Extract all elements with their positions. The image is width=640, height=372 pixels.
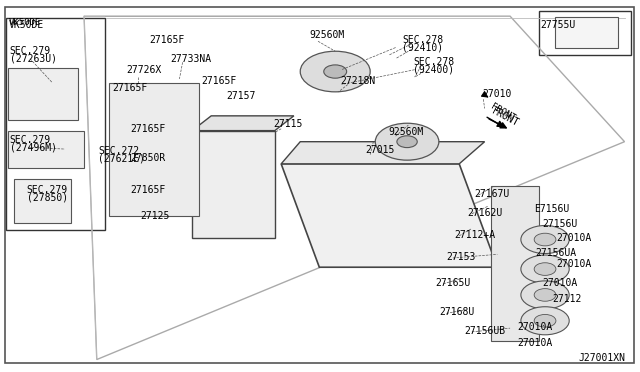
Text: SEC.279: SEC.279 (10, 46, 51, 56)
Circle shape (521, 281, 569, 309)
Text: 27112+A: 27112+A (455, 230, 496, 240)
Text: FRONT: FRONT (490, 106, 520, 129)
Text: 27165F: 27165F (131, 185, 166, 195)
Text: 27165F: 27165F (131, 124, 166, 134)
Text: 27733NA: 27733NA (170, 54, 211, 64)
Polygon shape (8, 68, 77, 119)
Text: FRONT: FRONT (489, 102, 517, 124)
Text: 27165F: 27165F (150, 35, 185, 45)
Text: 27125: 27125 (140, 211, 170, 221)
FancyBboxPatch shape (4, 7, 634, 363)
Polygon shape (192, 131, 275, 238)
Text: 27162U: 27162U (467, 208, 503, 218)
Text: 27167U: 27167U (474, 189, 509, 199)
FancyBboxPatch shape (539, 12, 631, 55)
Text: 27112: 27112 (553, 294, 582, 304)
Text: (92400): (92400) (413, 65, 454, 75)
Circle shape (324, 65, 347, 78)
Text: SEC.279: SEC.279 (10, 135, 51, 145)
Polygon shape (14, 179, 71, 223)
Text: 27010A: 27010A (556, 259, 591, 269)
Text: SEC.278: SEC.278 (413, 57, 454, 67)
Circle shape (534, 233, 556, 246)
Polygon shape (192, 116, 294, 131)
Text: (27496M): (27496M) (10, 142, 57, 152)
Circle shape (521, 307, 569, 335)
Text: 27010A: 27010A (556, 233, 591, 243)
Text: 27218N: 27218N (340, 76, 376, 86)
Text: 92560M: 92560M (388, 128, 423, 138)
Circle shape (534, 289, 556, 301)
Text: 27726X: 27726X (126, 65, 161, 75)
Text: 27850R: 27850R (131, 153, 166, 163)
Text: 27010A: 27010A (518, 322, 553, 332)
Text: 27010A: 27010A (543, 278, 578, 288)
Text: SEC.278: SEC.278 (402, 35, 443, 45)
Text: (27263U): (27263U) (10, 54, 57, 64)
Text: 27157: 27157 (226, 90, 255, 100)
Text: 27156UA: 27156UA (536, 248, 577, 258)
Text: 27165U: 27165U (436, 278, 471, 288)
Text: 27153: 27153 (447, 252, 476, 262)
Polygon shape (491, 186, 539, 341)
Text: (27621E): (27621E) (98, 153, 145, 163)
FancyBboxPatch shape (6, 18, 105, 230)
Polygon shape (8, 131, 84, 167)
Text: (27850): (27850) (27, 192, 68, 202)
Polygon shape (109, 83, 198, 215)
Text: SEC.279: SEC.279 (27, 185, 68, 195)
Polygon shape (281, 164, 497, 267)
Text: 27165F: 27165F (202, 76, 237, 86)
Text: (92410): (92410) (402, 42, 443, 52)
Text: VK50DE: VK50DE (9, 20, 44, 31)
Text: 27115: 27115 (273, 119, 302, 129)
Circle shape (534, 263, 556, 275)
Text: SEC.272: SEC.272 (98, 146, 139, 156)
Circle shape (521, 255, 569, 283)
Circle shape (375, 123, 439, 160)
Text: 27010A: 27010A (518, 338, 553, 348)
Text: 27168U: 27168U (439, 307, 474, 317)
Text: J27001XN: J27001XN (579, 353, 626, 363)
Text: E7156U: E7156U (534, 204, 570, 214)
Circle shape (397, 136, 417, 148)
Circle shape (300, 51, 370, 92)
Text: 27156U: 27156U (543, 219, 578, 229)
Text: 27156UB: 27156UB (464, 326, 506, 336)
Polygon shape (281, 142, 484, 164)
FancyBboxPatch shape (555, 17, 618, 48)
Circle shape (521, 225, 569, 254)
Text: 27755U: 27755U (541, 20, 576, 31)
Text: 27165F: 27165F (113, 83, 148, 93)
Text: VK50DE: VK50DE (9, 18, 41, 28)
Text: 92560M: 92560M (309, 31, 344, 40)
Text: 27010: 27010 (483, 89, 512, 99)
Text: 27015: 27015 (365, 145, 394, 155)
Circle shape (534, 314, 556, 327)
